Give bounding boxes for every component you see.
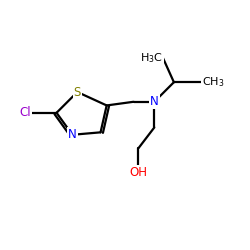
Text: S: S <box>74 86 81 98</box>
Text: H$_3$C: H$_3$C <box>140 51 163 65</box>
Text: CH$_3$: CH$_3$ <box>202 75 224 89</box>
Text: N: N <box>150 95 159 108</box>
Text: Cl: Cl <box>19 106 30 119</box>
Text: N: N <box>68 128 77 141</box>
Text: OH: OH <box>130 166 148 179</box>
